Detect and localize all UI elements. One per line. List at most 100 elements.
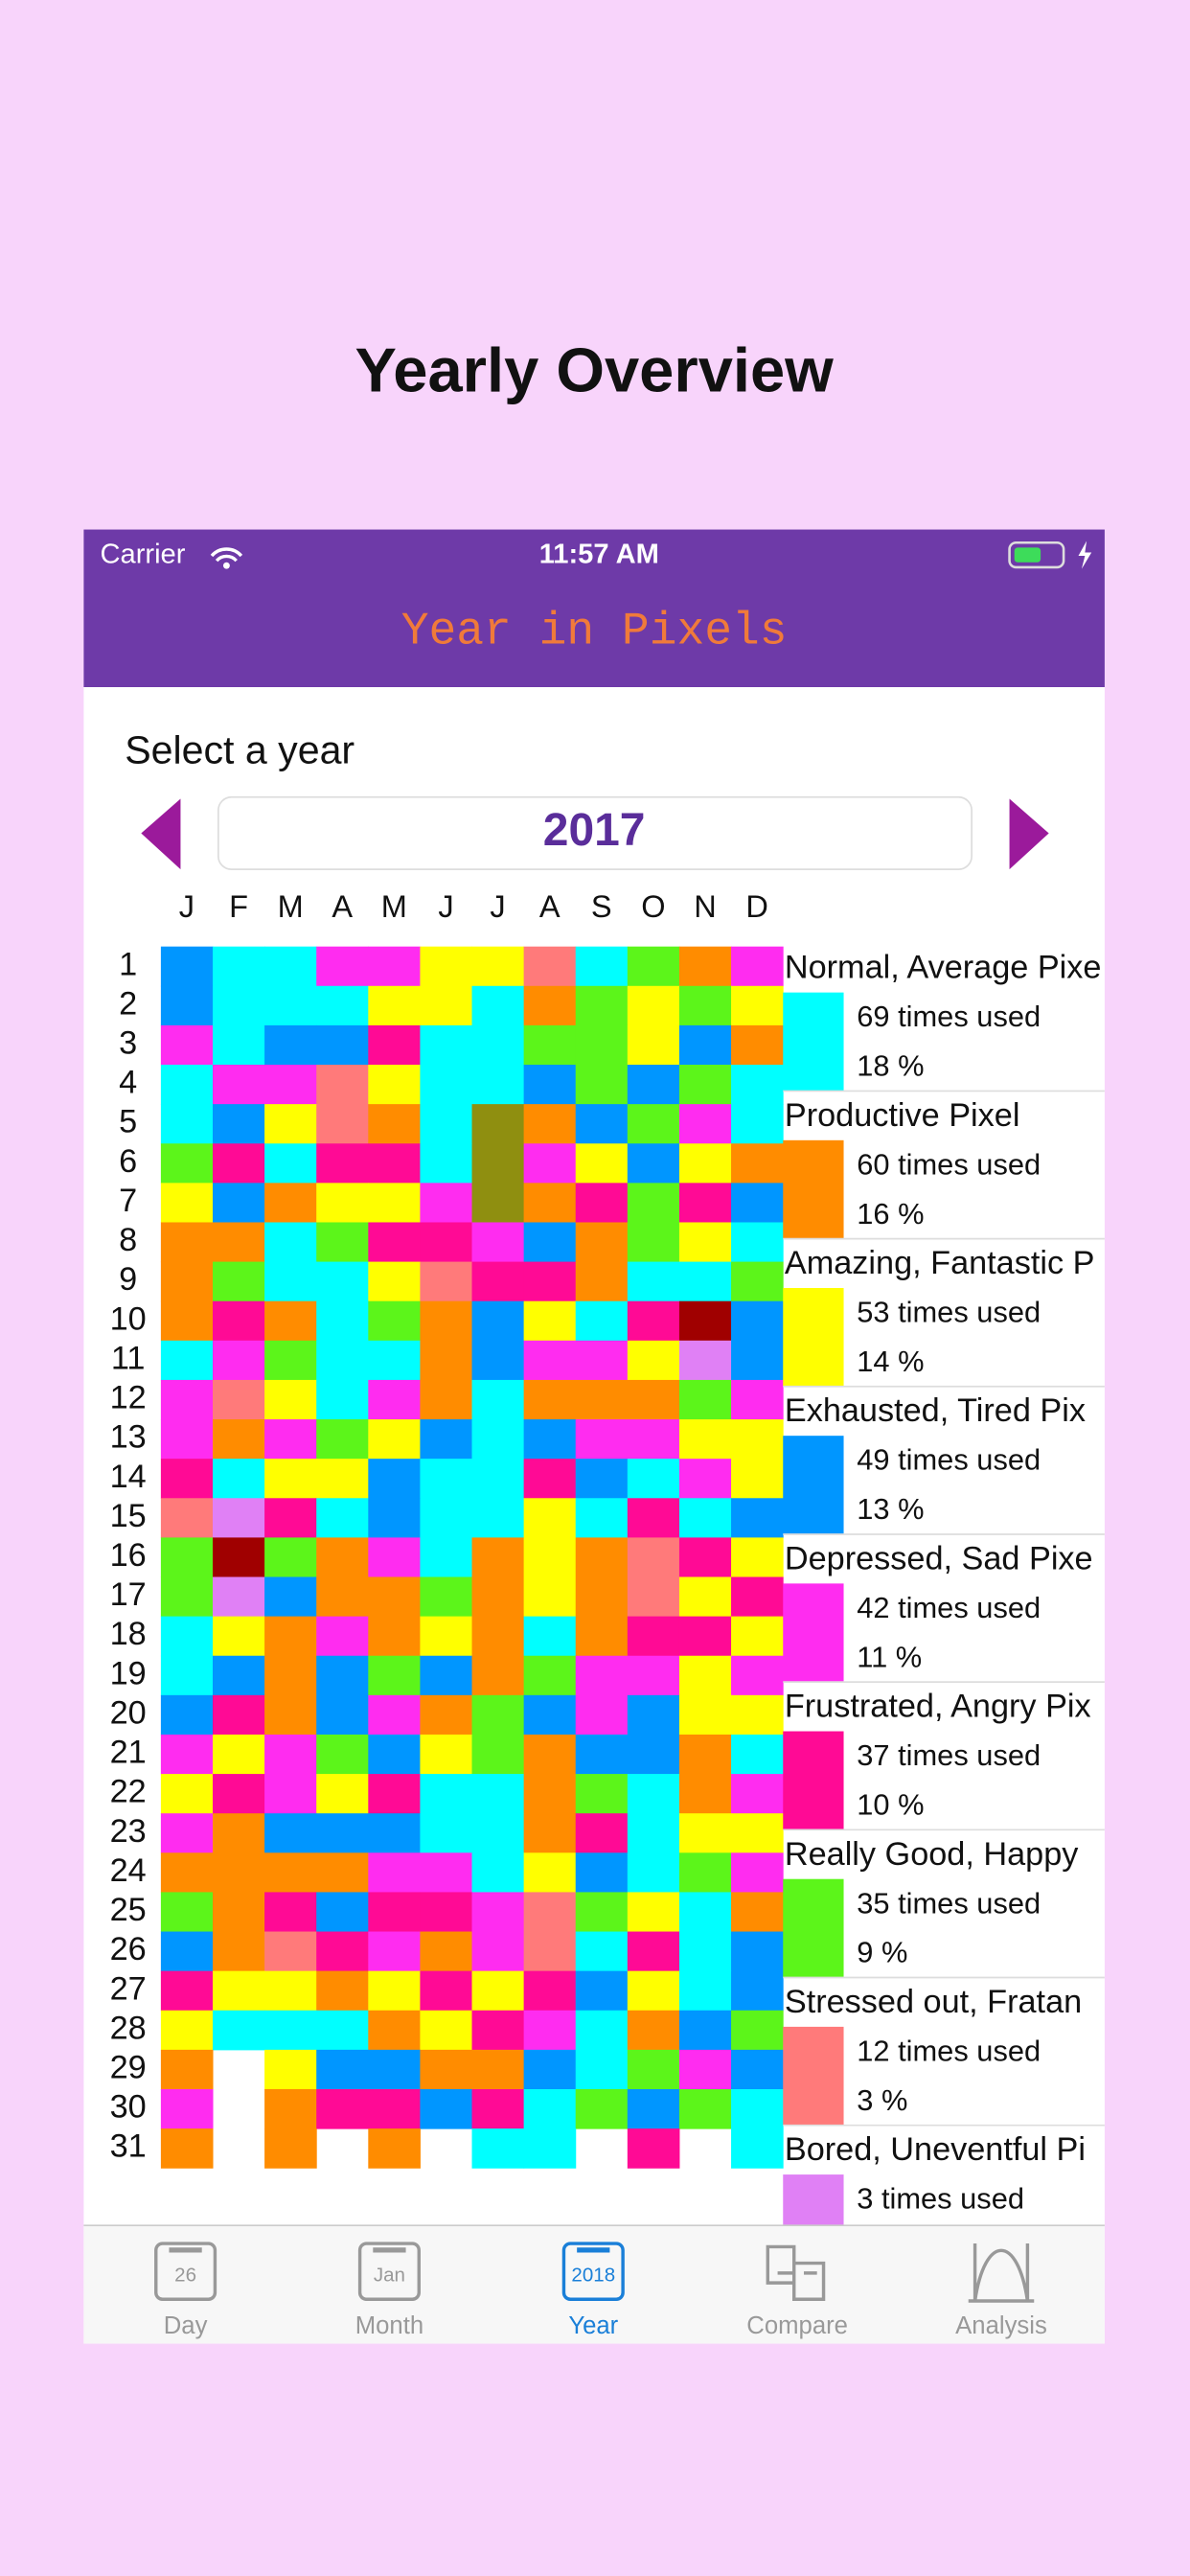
pixel: [212, 1065, 265, 1105]
pixel: [678, 1261, 732, 1302]
pixel: [316, 1970, 369, 2012]
pixel: [212, 1143, 265, 1184]
pixel: [212, 1379, 265, 1420]
pixel: [678, 985, 732, 1026]
tab-label[interactable]: Year: [568, 2312, 618, 2339]
pixel: [212, 1970, 265, 2012]
pixel: [471, 1222, 525, 1263]
pixel: [523, 1616, 577, 1657]
year-field[interactable]: [217, 795, 973, 871]
pixel: [471, 1419, 525, 1460]
pixel: [368, 1065, 421, 1105]
tab-label[interactable]: Day: [164, 2312, 208, 2339]
pixel: [523, 2128, 577, 2169]
tab-label[interactable]: Analysis: [955, 2312, 1047, 2339]
pixel: [368, 1143, 421, 1184]
pixel: [160, 946, 214, 987]
pixel: [678, 1419, 732, 1460]
pixel: [368, 1892, 421, 1933]
pixel: [678, 946, 732, 987]
pixel: [212, 1537, 265, 1578]
pixel: [420, 1892, 473, 1933]
pixel: [471, 1576, 525, 1618]
pixel: [420, 985, 473, 1026]
pixel: [523, 985, 577, 1026]
pixel: [420, 1576, 473, 1618]
pixel: [264, 1459, 317, 1499]
pixel: [420, 1143, 473, 1184]
pixel: [212, 1300, 265, 1342]
pixel: [575, 2088, 629, 2129]
pixel: [316, 1183, 369, 1223]
day-label: 10: [110, 1300, 147, 1337]
pixel: [316, 1616, 369, 1657]
mood-count: 3 times used: [857, 2182, 1024, 2216]
pixel: [160, 1970, 214, 2012]
pixel: [160, 1024, 214, 1066]
pixel: [368, 1774, 421, 1814]
pixel: [731, 1300, 784, 1342]
pixel: [678, 2010, 732, 2051]
mood-swatch: [783, 2026, 844, 2126]
pixel: [627, 946, 680, 987]
pixel: [160, 1143, 214, 1184]
pixel: [420, 1183, 473, 1223]
pixel: [627, 1065, 680, 1105]
pixel: [627, 2049, 680, 2090]
day-label: 2: [119, 985, 137, 1022]
pixel: [420, 1616, 473, 1657]
pixel: [731, 1931, 784, 1972]
pixel: [264, 1104, 317, 1144]
pixel: [678, 1104, 732, 1144]
prev-year[interactable]: [141, 798, 181, 870]
tab-label[interactable]: Compare: [746, 2312, 848, 2339]
pixel: [160, 985, 214, 1026]
pixel: [523, 1104, 577, 1144]
next-year[interactable]: [1009, 798, 1049, 870]
pixel: [471, 1892, 525, 1933]
pixel: [368, 1261, 421, 1302]
pixel: [575, 1852, 629, 1893]
pixel: [264, 2088, 317, 2129]
pixel: [678, 1143, 732, 1184]
day-label: 30: [110, 2089, 147, 2126]
pixel: [523, 1143, 577, 1184]
pixel: [678, 1340, 732, 1381]
pixel: [575, 2049, 629, 2090]
pixel: [523, 1970, 577, 2012]
pixel: [420, 1104, 473, 1144]
pixel: [368, 2128, 421, 2169]
pixel: [471, 1065, 525, 1105]
pixel: [264, 2049, 317, 2090]
pixel: [212, 1024, 265, 1066]
pixel: [731, 1576, 784, 1618]
pixel: [731, 1734, 784, 1775]
day-label: 7: [119, 1183, 137, 1219]
pixel: [678, 1222, 732, 1263]
pixel: [471, 1261, 525, 1302]
pixel: [678, 1300, 732, 1342]
pixel: [471, 1813, 525, 1853]
pixel: [575, 1065, 629, 1105]
day-label: 20: [110, 1694, 147, 1731]
mood-count: 37 times used: [857, 1738, 1041, 1772]
day-label: 12: [110, 1380, 147, 1416]
pixel: [627, 1104, 680, 1144]
pixel: [523, 1419, 577, 1460]
pixel: [678, 1852, 732, 1893]
pixel: [523, 1459, 577, 1499]
pixel: [160, 1222, 214, 1263]
tab-label[interactable]: Month: [355, 2312, 423, 2339]
pixel: [575, 946, 629, 987]
mood-percent: 14 %: [857, 1345, 924, 1378]
pixel: [575, 1261, 629, 1302]
pixel: [316, 1024, 369, 1066]
pixel: [264, 1498, 317, 1538]
pixel: [212, 1261, 265, 1302]
pixel: [678, 2088, 732, 2129]
pixel: [160, 1459, 214, 1499]
pixel: [212, 1340, 265, 1381]
pixel: [316, 1261, 369, 1302]
day-label: 24: [110, 1852, 147, 1889]
pixel: [420, 1852, 473, 1893]
